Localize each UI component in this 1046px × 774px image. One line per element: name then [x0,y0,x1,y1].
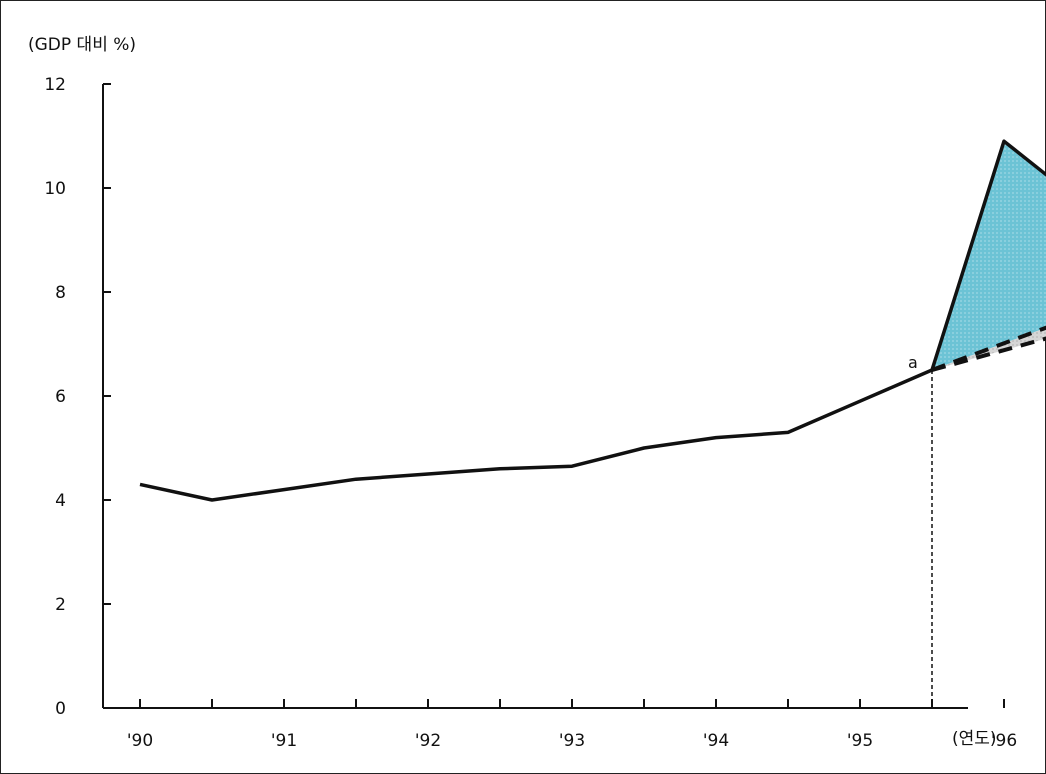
y-tick-label: 6 [55,387,66,407]
x-tick-label: '91 [271,731,297,751]
series-line [139,139,1046,502]
trend-line-c [931,325,1046,372]
x-tick-label: '90 [127,731,153,751]
x-tick-label: '94 [703,731,729,751]
y-tick-label: 0 [55,699,66,719]
y-tick-label: 8 [55,283,66,303]
trend-line-b [931,336,1046,372]
region-a [932,141,1046,370]
y-tick-label: 12 [44,75,66,95]
y-tick-group: 0 2 4 6 8 10 12 [44,75,111,719]
x-axis-unit: (연도) [952,729,997,749]
x-tick-label: '93 [559,731,585,751]
point-label-a: a [908,353,918,372]
y-tick-label: 4 [55,491,66,511]
x-tick-group: '90'91'92'93'94'95'96'97'98'99'00'01 [127,699,1017,751]
y-tick-label: 2 [55,595,66,615]
y-axis-title: (GDP 대비 %) [28,35,136,55]
x-tick-label: '92 [415,731,441,751]
x-tick-label: '95 [847,731,873,751]
y-tick-label: 10 [44,179,66,199]
x-tick-label: '96 [991,731,1017,751]
